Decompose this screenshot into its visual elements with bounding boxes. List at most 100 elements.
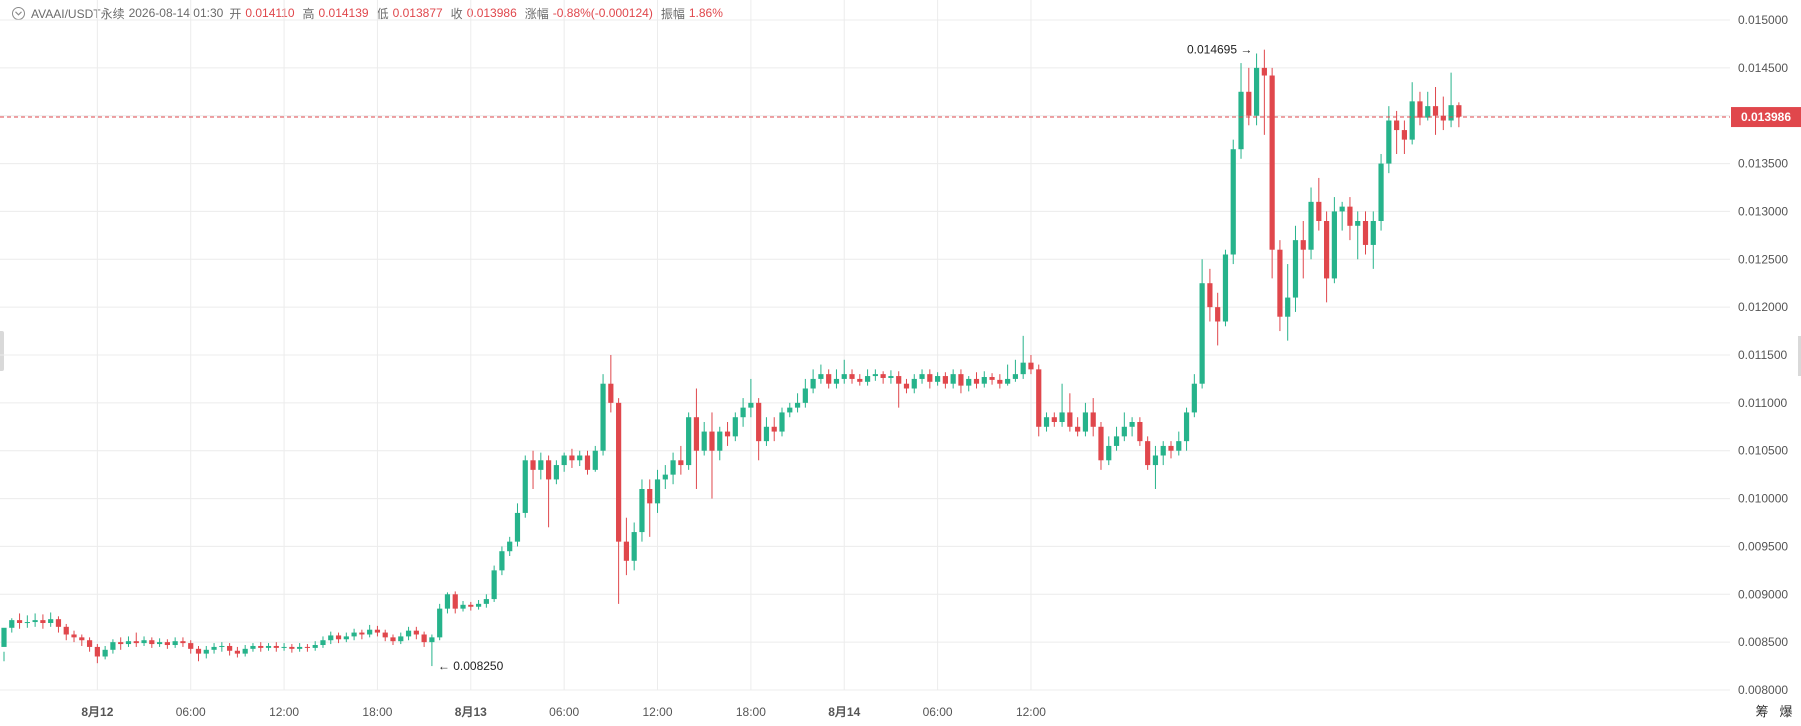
candle-body[interactable] xyxy=(857,378,863,382)
chip-toggle-button[interactable]: 筹 xyxy=(1755,704,1768,719)
candle-body[interactable] xyxy=(872,374,878,377)
candle-body[interactable] xyxy=(639,489,645,533)
candle-body[interactable] xyxy=(1,627,7,647)
candle-body[interactable] xyxy=(304,646,311,648)
candle-body[interactable] xyxy=(110,642,116,650)
candle-body[interactable] xyxy=(227,645,233,651)
candle-body[interactable] xyxy=(818,374,824,379)
candle-body[interactable] xyxy=(1036,369,1042,427)
candle-body[interactable] xyxy=(802,388,808,403)
candle-body[interactable] xyxy=(1370,221,1376,245)
candle-body[interactable] xyxy=(577,455,583,461)
candle-body[interactable] xyxy=(1176,441,1182,451)
candle-body[interactable] xyxy=(584,455,591,470)
candle-body[interactable] xyxy=(1145,441,1151,466)
candle-body[interactable] xyxy=(553,465,559,480)
candle-body[interactable] xyxy=(180,641,186,644)
candle-body[interactable] xyxy=(382,632,388,638)
candle-body[interactable] xyxy=(1277,249,1283,317)
candle-body[interactable] xyxy=(281,646,287,648)
candle-body[interactable] xyxy=(732,417,738,437)
candle-body[interactable] xyxy=(16,620,23,623)
candle-body[interactable] xyxy=(211,646,217,650)
left-panel-handle[interactable] xyxy=(0,331,4,371)
candle-body[interactable] xyxy=(740,407,746,418)
candle-body[interactable] xyxy=(1067,412,1073,427)
candle-body[interactable] xyxy=(429,637,435,643)
candle-body[interactable] xyxy=(312,645,318,648)
candle-body[interactable] xyxy=(475,603,482,607)
candle-body[interactable] xyxy=(903,383,910,389)
candle-body[interactable] xyxy=(1417,101,1423,118)
candle-body[interactable] xyxy=(880,374,886,378)
candle-body[interactable] xyxy=(94,646,100,657)
candle-body[interactable] xyxy=(1106,445,1112,461)
candle-body[interactable] xyxy=(507,541,513,552)
candle-body[interactable] xyxy=(701,431,707,451)
candle-body[interactable] xyxy=(1137,422,1143,442)
candle-body[interactable] xyxy=(32,620,38,623)
candle-body[interactable] xyxy=(724,431,731,437)
candle-body[interactable] xyxy=(763,426,770,442)
candle-body[interactable] xyxy=(483,599,489,604)
candle-body[interactable] xyxy=(359,632,365,635)
candle-body[interactable] xyxy=(1448,105,1454,121)
candle-body[interactable] xyxy=(546,460,552,480)
candle-body[interactable] xyxy=(538,460,544,470)
candle-body[interactable] xyxy=(219,645,225,647)
candle-body[interactable] xyxy=(647,489,653,504)
candle-body[interactable] xyxy=(1425,106,1431,118)
candle-body[interactable] xyxy=(1005,378,1011,384)
candle-body[interactable] xyxy=(265,645,272,648)
candle-body[interactable] xyxy=(981,377,987,384)
candle-body[interactable] xyxy=(1292,240,1299,298)
candle-body[interactable] xyxy=(608,383,614,403)
candle-body[interactable] xyxy=(1269,75,1275,250)
candle-body[interactable] xyxy=(833,378,840,384)
candle-body[interactable] xyxy=(188,643,194,649)
candle-body[interactable] xyxy=(616,402,622,542)
candle-body[interactable] xyxy=(1082,412,1089,432)
candle-body[interactable] xyxy=(335,635,342,640)
candle-body[interactable] xyxy=(460,604,466,609)
candle-body[interactable] xyxy=(374,629,381,633)
candle-body[interactable] xyxy=(693,417,700,451)
candle-body[interactable] xyxy=(810,378,816,389)
candle-body[interactable] xyxy=(919,374,925,379)
candle-body[interactable] xyxy=(351,632,357,637)
candle-body[interactable] xyxy=(662,474,668,480)
candle-body[interactable] xyxy=(1199,283,1205,384)
candle-body[interactable] xyxy=(499,551,505,571)
candle-body[interactable] xyxy=(1191,383,1197,413)
candle-body[interactable] xyxy=(1386,120,1392,164)
liquidation-toggle-button[interactable]: 爆 xyxy=(1779,704,1792,719)
candle-body[interactable] xyxy=(297,646,303,649)
candle-body[interactable] xyxy=(1409,101,1415,140)
candle-body[interactable] xyxy=(1098,426,1104,461)
candle-body[interactable] xyxy=(1222,254,1229,322)
candle-body[interactable] xyxy=(1020,362,1026,375)
candle-body[interactable] xyxy=(1347,206,1353,226)
candle-body[interactable] xyxy=(9,620,15,628)
candle-body[interactable] xyxy=(444,594,451,609)
candle-body[interactable] xyxy=(1113,436,1120,446)
candle-body[interactable] xyxy=(413,630,419,635)
candle-body[interactable] xyxy=(149,640,155,645)
candle-body[interactable] xyxy=(195,648,202,654)
candle-body[interactable] xyxy=(40,620,46,623)
candle-body[interactable] xyxy=(273,645,279,648)
candle-body[interactable] xyxy=(864,376,871,382)
candle-body[interactable] xyxy=(592,450,598,470)
candle-body[interactable] xyxy=(24,622,30,624)
candle-body[interactable] xyxy=(102,649,108,657)
candle-body[interactable] xyxy=(1215,307,1221,322)
candle-body[interactable] xyxy=(242,648,248,654)
candle-body[interactable] xyxy=(1152,455,1159,466)
candle-body[interactable] xyxy=(1160,445,1166,456)
candle-body[interactable] xyxy=(911,378,917,389)
candle-body[interactable] xyxy=(1401,130,1407,140)
candle-body[interactable] xyxy=(172,641,178,646)
candle-body[interactable] xyxy=(164,642,170,646)
candle-body[interactable] xyxy=(1355,221,1361,226)
